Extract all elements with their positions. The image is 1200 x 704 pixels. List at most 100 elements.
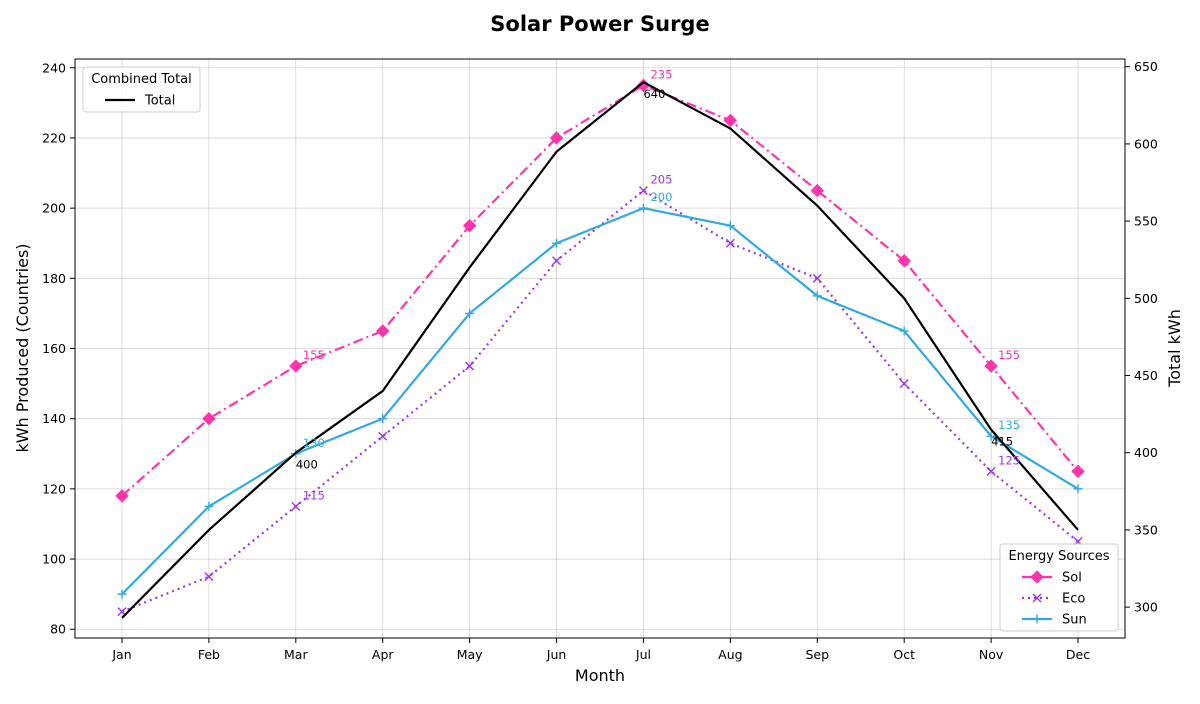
data-label-sol: 155	[303, 348, 325, 362]
data-label-total: 415	[991, 435, 1013, 449]
x-tick-label: Jul	[635, 647, 651, 662]
series-line-eco	[121, 189, 1079, 613]
data-label-sun: 130	[303, 436, 325, 450]
data-label-sun: 200	[650, 190, 672, 204]
data-point-sol	[202, 411, 216, 426]
y2-axis-title: Total kWh	[1165, 309, 1184, 388]
data-label-total: 640	[643, 87, 665, 101]
series-line-sun	[121, 206, 1079, 595]
legend-label-total: Total	[144, 94, 175, 109]
x-tick-label: Jun	[546, 647, 567, 662]
x-tick-label: May	[457, 647, 483, 662]
data-point-sol	[897, 254, 911, 268]
legend-label-sol: Sol	[1062, 571, 1082, 586]
y2-tick-label: 650	[1134, 59, 1158, 74]
x-tick-label: Aug	[718, 647, 742, 662]
y-tick-label: 220	[42, 130, 66, 145]
y-tick-label: 100	[42, 552, 66, 567]
y-tick-label: 200	[42, 201, 66, 216]
y-tick-label: 140	[42, 411, 66, 426]
data-point-sun	[465, 308, 475, 318]
y-tick-label: 160	[42, 341, 66, 356]
annotation-layer: 155 235 155 115 205 125 130 200 135 400 640 415	[296, 67, 1020, 502]
x-axis: Jan Feb Mar Apr May Jun Jul Aug Sep Oct Nov Dec	[111, 638, 1090, 662]
series-eco	[117, 186, 1083, 617]
y2-tick-label: 600	[1134, 136, 1158, 151]
data-point-sun	[812, 291, 822, 301]
data-point-sol	[1071, 464, 1085, 479]
data-point-eco	[552, 256, 562, 266]
data-point-eco	[899, 379, 909, 389]
y-axis-left: 80 100 120 140 160 180 200 220 240	[42, 60, 75, 637]
data-point-sun	[638, 203, 648, 213]
data-point-eco	[725, 238, 735, 248]
data-point-sol	[810, 183, 824, 198]
data-point-sun	[378, 414, 388, 424]
grid-lines	[75, 59, 1125, 638]
y-axis-title: kWh Produced (Countries)	[13, 243, 32, 452]
x-tick-label: Dec	[1066, 647, 1090, 662]
x-tick-label: Sep	[805, 647, 829, 662]
data-point-sol	[376, 324, 390, 338]
y-tick-label: 180	[42, 271, 66, 286]
y2-tick-label: 500	[1134, 291, 1158, 306]
data-label-eco: 125	[998, 453, 1020, 467]
data-point-eco	[204, 572, 214, 582]
data-point-eco	[291, 501, 301, 511]
data-label-eco: 115	[303, 488, 325, 502]
data-label-eco: 205	[650, 173, 672, 187]
data-label-total: 400	[296, 458, 318, 472]
legend-top-left: Combined Total Total	[82, 66, 201, 113]
series-sol	[115, 78, 1085, 503]
y2-tick-label: 550	[1134, 214, 1158, 229]
data-point-sol	[984, 359, 998, 373]
data-label-sol: 235	[650, 67, 672, 81]
data-point-sol	[549, 131, 564, 145]
series-total	[121, 80, 1079, 619]
legend-layer: Combined Total Total Energy Sources Sol Eco S…	[82, 66, 1119, 632]
legend-marker-eco	[1032, 593, 1042, 603]
y-axis-right: 300 350 400 450 500 550 600 650	[1125, 59, 1158, 615]
data-point-eco	[812, 273, 822, 283]
legend-title: Combined Total	[91, 72, 192, 87]
data-point-sun	[986, 431, 996, 441]
data-label-sun: 135	[998, 418, 1020, 432]
data-label-sol: 155	[998, 348, 1020, 362]
legend-label-eco: Eco	[1062, 592, 1085, 607]
y-tick-label: 120	[42, 481, 66, 496]
data-point-sun	[204, 501, 214, 511]
data-point-sun	[725, 221, 735, 231]
data-point-eco	[378, 431, 388, 441]
data-point-sol	[723, 113, 738, 128]
y2-tick-label: 350	[1134, 522, 1158, 537]
data-point-sun	[117, 589, 127, 599]
y-tick-label: 80	[50, 622, 66, 637]
y2-tick-label: 400	[1134, 445, 1158, 460]
legend-title: Energy Sources	[1008, 549, 1109, 564]
data-point-sol	[289, 359, 303, 373]
data-point-sol	[115, 489, 129, 503]
legend-label-sun: Sun	[1062, 613, 1087, 628]
legend-marker-sol	[1030, 570, 1044, 584]
legend-marker-sun	[1032, 614, 1042, 624]
series-line-sol	[121, 84, 1079, 497]
data-point-eco	[986, 466, 996, 476]
data-point-eco	[465, 361, 475, 371]
x-tick-label: Oct	[893, 647, 915, 662]
data-point-sun	[552, 238, 562, 248]
y2-tick-label: 450	[1134, 368, 1158, 383]
legend-bottom-right: Energy Sources Sol Eco Sun	[999, 543, 1119, 632]
x-tick-label: Nov	[979, 647, 1004, 662]
x-tick-label: Mar	[284, 647, 308, 662]
chart-title: Solar Power Surge	[490, 12, 709, 36]
x-tick-label: Jan	[111, 647, 131, 662]
data-point-sun	[899, 326, 909, 336]
x-tick-label: Apr	[372, 647, 394, 662]
legend-box	[999, 543, 1119, 632]
data-point-sun	[1073, 484, 1083, 494]
series-line-total	[121, 80, 1079, 619]
x-tick-label: Feb	[198, 647, 220, 662]
y2-tick-label: 300	[1134, 600, 1158, 615]
